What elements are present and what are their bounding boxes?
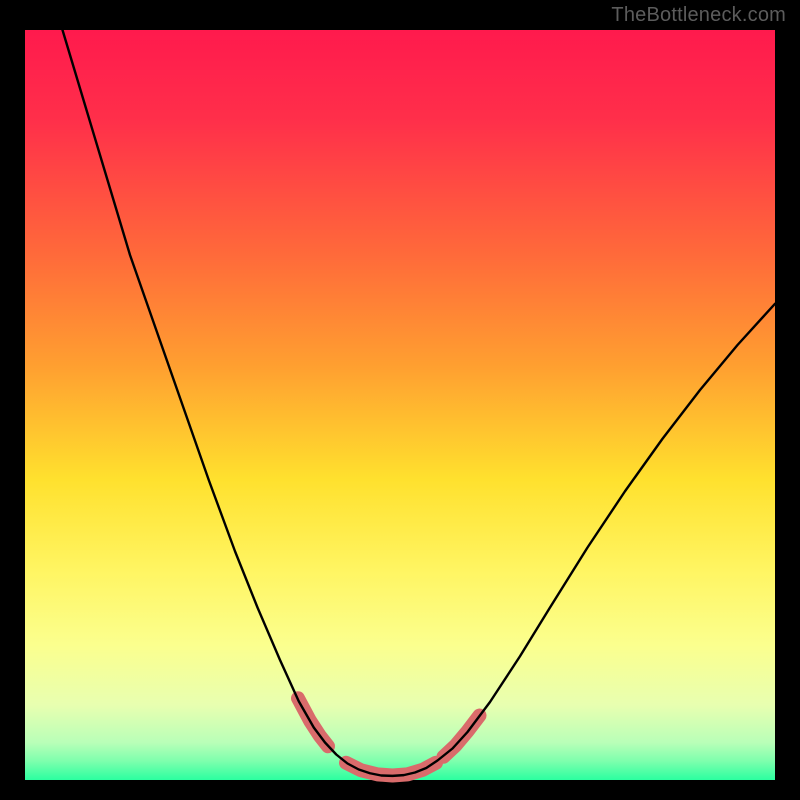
bottleneck-chart (0, 0, 800, 800)
chart-container: TheBottleneck.com (0, 0, 800, 800)
watermark-text: TheBottleneck.com (611, 4, 786, 27)
plot-background-gradient (25, 30, 775, 780)
